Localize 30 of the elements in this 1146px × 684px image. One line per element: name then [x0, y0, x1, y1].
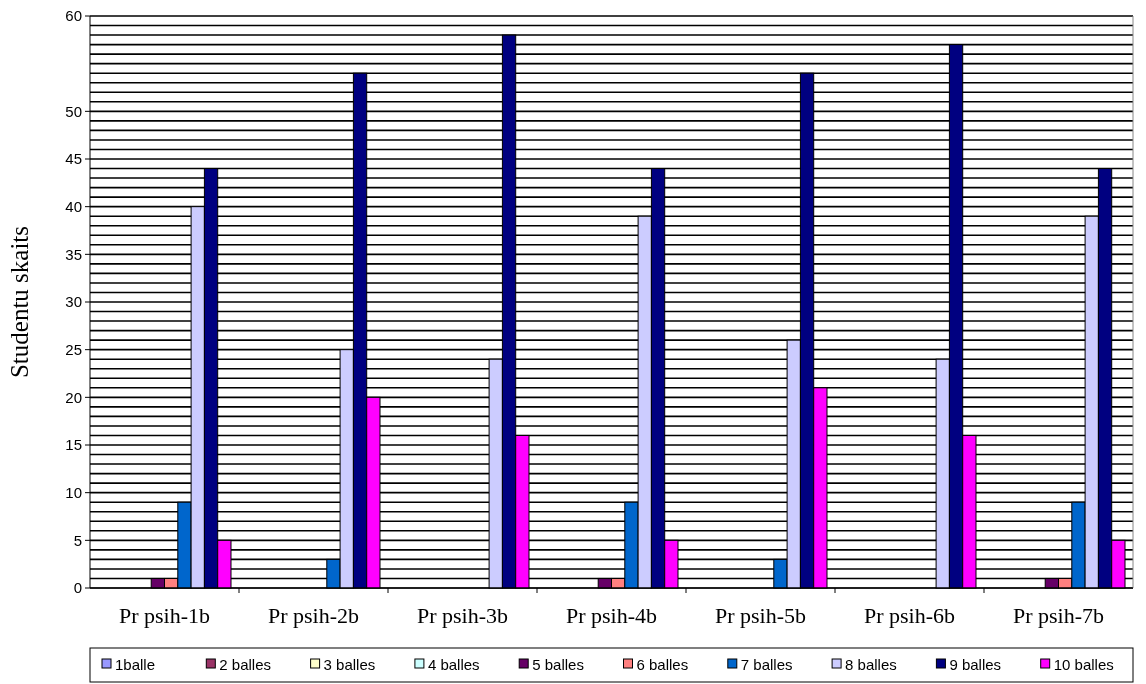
- y-tick-label: 60: [65, 7, 82, 25]
- x-tick-label: Pr psih-1b: [118, 603, 211, 628]
- x-tick-label: Pr psih-2b: [267, 603, 360, 628]
- y-tick-label: 50: [65, 102, 82, 120]
- x-tick-label: Pr psih-4b: [565, 603, 658, 628]
- y-tick-label: 20: [65, 388, 82, 406]
- y-tick-label: 45: [65, 150, 82, 168]
- y-tick-label: 35: [65, 245, 82, 263]
- legend-label: 6 balles: [636, 656, 689, 673]
- legend-label: 9 balles: [949, 656, 1002, 673]
- x-tick-label: Pr psih-3b: [416, 603, 509, 628]
- legend-label: 3 balles: [323, 656, 376, 673]
- legend-label: 1balle: [115, 656, 156, 673]
- legend-label: 2 balles: [219, 656, 271, 673]
- legend-label: 7 balles: [740, 656, 793, 673]
- legend-label: 4 balles: [427, 656, 480, 673]
- legend-label: 8 balles: [845, 656, 897, 673]
- y-tick-label: 10: [65, 483, 82, 501]
- y-tick-label: 5: [73, 531, 82, 549]
- y-tick-label: 15: [65, 436, 82, 454]
- y-tick-label: 0: [73, 579, 82, 597]
- y-tick-label: 25: [65, 340, 82, 358]
- legend-label: 5 balles: [532, 656, 584, 673]
- y-tick-label: 30: [65, 293, 82, 311]
- x-tick-label: Pr psih-5b: [714, 603, 807, 628]
- x-tick-label: Pr psih-6b: [863, 603, 956, 628]
- x-tick-label: Pr psih-7b: [1012, 603, 1105, 628]
- legend-label: 10 balles: [1053, 656, 1114, 673]
- y-tick-label: 40: [65, 197, 82, 215]
- y-axis-title: Studentu skaits: [6, 225, 33, 379]
